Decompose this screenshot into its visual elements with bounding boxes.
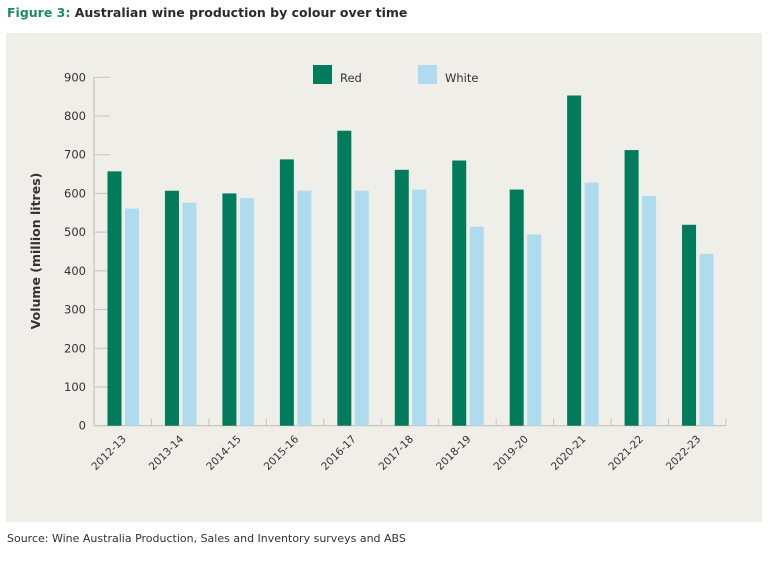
y-tick-label: 800 <box>64 109 86 123</box>
legend-swatch-red <box>313 65 332 84</box>
bar-red-2018-19 <box>452 160 467 426</box>
y-tick-label: 900 <box>64 70 86 84</box>
bar-white-2013-14 <box>182 202 197 426</box>
legend-swatch-white <box>418 65 437 84</box>
x-tick-label: 2021-22 <box>606 433 646 473</box>
bar-white-2019-20 <box>527 234 542 426</box>
x-tick-label: 2013-14 <box>147 433 187 473</box>
figure-title-text: Australian wine production by colour ove… <box>70 5 408 20</box>
x-tick-label: 2015-16 <box>262 433 302 473</box>
bar-red-2015-16 <box>279 159 294 426</box>
x-tick-label: 2017-18 <box>377 433 417 473</box>
bar-red-2021-22 <box>624 150 639 426</box>
bar-white-2016-17 <box>354 190 369 426</box>
legend-label-red: Red <box>340 71 362 85</box>
y-tick-label: 100 <box>64 380 86 394</box>
y-tick-label: 200 <box>64 341 86 355</box>
bar-white-2015-16 <box>297 190 312 426</box>
bar-red-2022-23 <box>682 224 697 426</box>
bar-white-2021-22 <box>642 196 657 426</box>
y-axis-label: Volume (million litres) <box>28 173 43 330</box>
bar-white-2022-23 <box>699 253 714 426</box>
y-tick-label: 600 <box>64 186 86 200</box>
bar-white-2017-18 <box>412 189 427 426</box>
figure-title: Figure 3: Australian wine production by … <box>7 5 407 20</box>
x-tick-label: 2019-20 <box>492 433 532 473</box>
x-tick-label: 2022-23 <box>664 433 704 473</box>
bar-red-2020-21 <box>567 95 582 426</box>
legend-label-white: White <box>445 71 478 85</box>
bar-white-2012-13 <box>125 208 139 426</box>
y-tick-label: 700 <box>64 148 86 162</box>
bar-red-2012-13 <box>107 171 122 426</box>
bar-red-2016-17 <box>337 130 352 426</box>
bar-red-2019-20 <box>509 189 524 426</box>
source-note: Source: Wine Australia Production, Sales… <box>7 532 406 545</box>
figure-number: Figure 3: <box>7 5 71 20</box>
bar-red-2017-18 <box>394 169 409 426</box>
x-tick-label: 2020-21 <box>549 433 589 473</box>
y-tick-label: 300 <box>64 303 86 317</box>
y-tick-label: 500 <box>64 225 86 239</box>
y-tick-label: 0 <box>79 419 86 433</box>
bar-white-2014-15 <box>239 198 254 426</box>
bar-red-2013-14 <box>164 190 179 426</box>
bar-red-2014-15 <box>222 193 237 426</box>
x-tick-label: 2016-17 <box>319 433 359 473</box>
y-tick-label: 400 <box>64 264 86 278</box>
x-tick-label: 2014-15 <box>204 433 244 473</box>
x-tick-label: 2018-19 <box>434 433 474 473</box>
x-tick-label: 2012-13 <box>89 433 129 473</box>
bar-white-2020-21 <box>584 182 599 426</box>
bar-white-2018-19 <box>469 226 484 426</box>
